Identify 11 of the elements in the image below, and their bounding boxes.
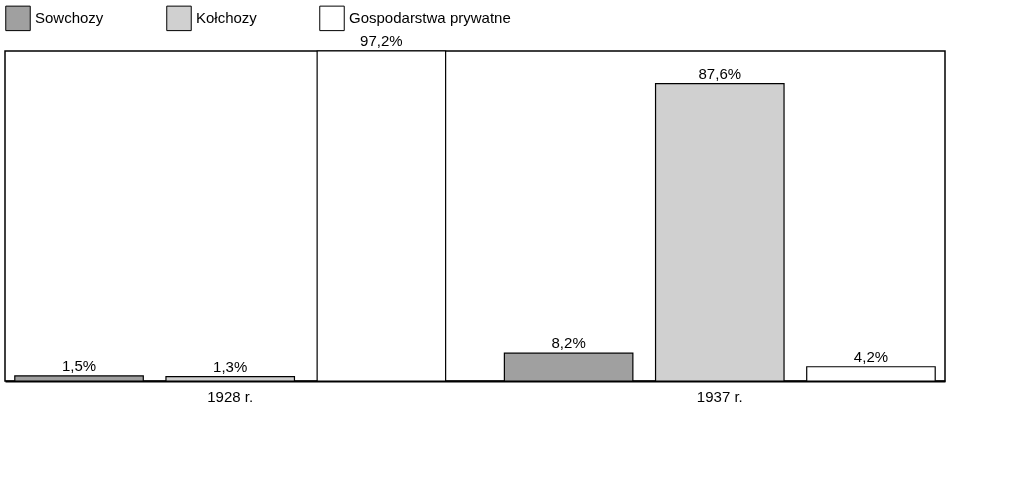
x-tick-label: 1928 r. [207,387,254,405]
data-label: 87,6% [698,64,742,82]
data-label: 1,5% [61,356,97,374]
data-label: 8,2% [551,334,586,352]
data-label: 97,2% [360,32,403,49]
data-label: 4,2% [853,347,889,365]
legend-label: Kołchozy [196,9,258,27]
legend-label: Sowchozy [35,9,104,27]
legend-label: Gospodarstwa prywatne [349,9,511,27]
x-tick-label: 1937 r. [696,387,743,405]
data-label: 1,3% [213,357,248,375]
